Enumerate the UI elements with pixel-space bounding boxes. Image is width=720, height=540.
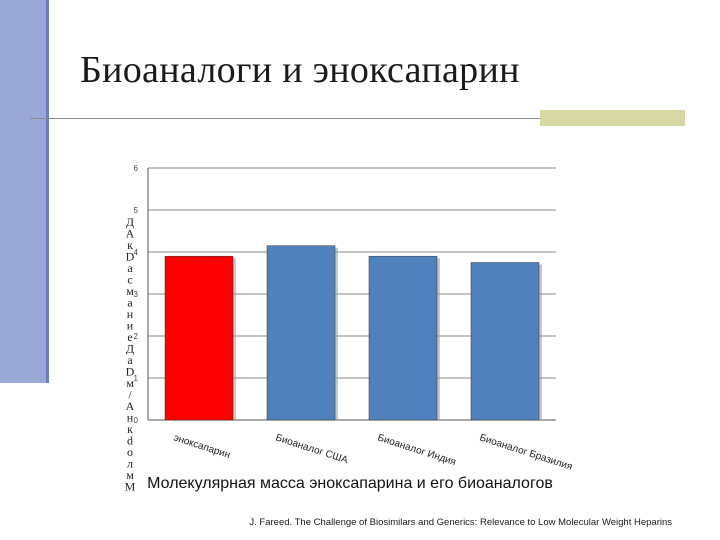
accent-block xyxy=(540,110,685,126)
x-category-label: Биоаналог США xyxy=(274,432,349,466)
y-axis-label-glyph: и xyxy=(127,319,134,333)
x-category-label: эноксапарин xyxy=(172,432,231,461)
y-axis-label-glyph: Д xyxy=(126,215,134,229)
y-axis-label-glyph: а xyxy=(127,353,133,367)
y-tick-label: 0 xyxy=(134,416,139,425)
y-axis-label-glyph: к xyxy=(127,422,133,436)
y-axis-label-glyph: D xyxy=(126,365,135,379)
left-decorative-bar xyxy=(0,0,49,383)
y-tick-label: 2 xyxy=(134,332,139,341)
y-axis-label-glyph: н xyxy=(127,307,134,321)
y-axis-label-glyph: D xyxy=(126,250,135,264)
y-axis-label-glyph: Д xyxy=(126,342,134,356)
y-axis-label-glyph: М xyxy=(125,480,136,494)
bar xyxy=(164,255,234,421)
y-tick-label: 6 xyxy=(134,164,139,173)
y-axis-label-glyph: с xyxy=(127,273,132,287)
y-axis-label-glyph: о xyxy=(127,445,133,459)
y-tick-label: 3 xyxy=(134,290,139,299)
title-divider xyxy=(30,118,542,119)
y-axis-label-glyph: м xyxy=(126,376,134,390)
y-axis-label-glyph: м xyxy=(126,284,134,298)
bar xyxy=(368,255,438,421)
chart-caption: Молекулярная масса эноксапарина и его би… xyxy=(147,475,553,492)
y-axis-label-glyph: А xyxy=(126,227,135,241)
bar xyxy=(470,262,540,421)
y-axis-label-glyph: а xyxy=(127,296,133,310)
y-tick-label: 4 xyxy=(134,248,139,257)
y-tick-label: 1 xyxy=(134,374,139,383)
y-axis-label-glyph: л xyxy=(127,457,133,471)
bar xyxy=(266,245,336,421)
y-axis-label-glyph: d xyxy=(127,434,133,448)
y-axis-label-glyph: е xyxy=(127,330,132,344)
x-category-label: Биоаналог Индия xyxy=(376,432,457,468)
slide-title: Биоаналоги и эноксапарин xyxy=(80,49,520,91)
y-tick-label: 5 xyxy=(134,206,139,215)
y-axis-label-glyph: А xyxy=(126,399,135,413)
source-citation: J. Fareed. The Challenge of Biosimilars … xyxy=(249,517,672,528)
x-category-label: Биоаналог Бразилия xyxy=(478,432,574,472)
y-axis-label-glyph: а xyxy=(127,261,133,275)
y-axis-label-glyph: м xyxy=(126,468,134,482)
y-axis-label-glyph: н xyxy=(127,411,134,425)
y-axis-label-glyph: / xyxy=(128,388,132,402)
y-axis-label-glyph: к xyxy=(127,238,133,252)
